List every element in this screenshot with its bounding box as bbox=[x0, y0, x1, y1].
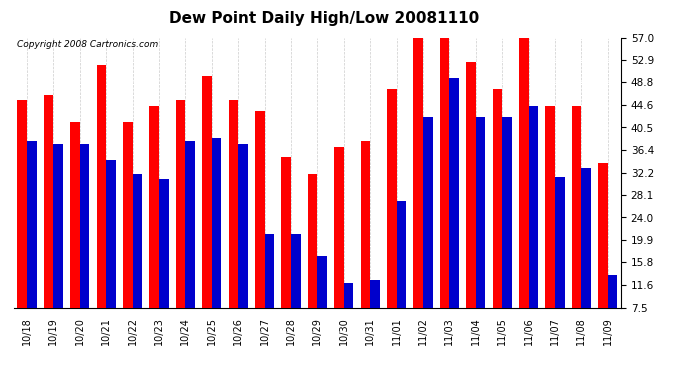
Text: Copyright 2008 Cartronics.com: Copyright 2008 Cartronics.com bbox=[17, 40, 158, 49]
Bar bbox=[106, 160, 116, 348]
Bar bbox=[123, 122, 132, 348]
Bar bbox=[80, 144, 89, 348]
Bar bbox=[238, 144, 248, 348]
Bar bbox=[228, 100, 238, 348]
Bar bbox=[476, 117, 485, 348]
Bar bbox=[608, 275, 618, 348]
Bar bbox=[387, 89, 397, 348]
Bar bbox=[255, 111, 264, 348]
Bar bbox=[317, 256, 327, 348]
Bar bbox=[17, 100, 27, 348]
Bar bbox=[582, 168, 591, 348]
Bar bbox=[334, 147, 344, 348]
Bar bbox=[502, 117, 512, 348]
Bar bbox=[529, 106, 538, 348]
Bar bbox=[423, 117, 433, 348]
Bar bbox=[176, 100, 186, 348]
Bar bbox=[159, 179, 168, 348]
Bar bbox=[308, 174, 317, 348]
Bar bbox=[344, 283, 353, 348]
Bar bbox=[572, 106, 582, 348]
Bar bbox=[97, 65, 106, 348]
Bar bbox=[264, 234, 274, 348]
Bar bbox=[44, 95, 53, 348]
Bar bbox=[202, 76, 212, 348]
Bar bbox=[598, 163, 608, 348]
Bar bbox=[397, 201, 406, 348]
Text: Dew Point Daily High/Low 20081110: Dew Point Daily High/Low 20081110 bbox=[169, 11, 480, 26]
Bar bbox=[449, 78, 459, 348]
Bar bbox=[186, 141, 195, 348]
Bar bbox=[291, 234, 301, 348]
Bar bbox=[132, 174, 142, 348]
Bar bbox=[413, 38, 423, 348]
Bar bbox=[27, 141, 37, 348]
Bar bbox=[282, 158, 291, 348]
Bar bbox=[150, 106, 159, 348]
Bar bbox=[466, 62, 476, 348]
Bar bbox=[493, 89, 502, 348]
Bar bbox=[53, 144, 63, 348]
Bar bbox=[519, 38, 529, 348]
Bar bbox=[212, 138, 221, 348]
Bar bbox=[555, 177, 564, 348]
Bar bbox=[70, 122, 80, 348]
Bar bbox=[546, 106, 555, 348]
Bar bbox=[361, 141, 371, 348]
Bar bbox=[371, 280, 380, 348]
Bar bbox=[440, 38, 449, 348]
